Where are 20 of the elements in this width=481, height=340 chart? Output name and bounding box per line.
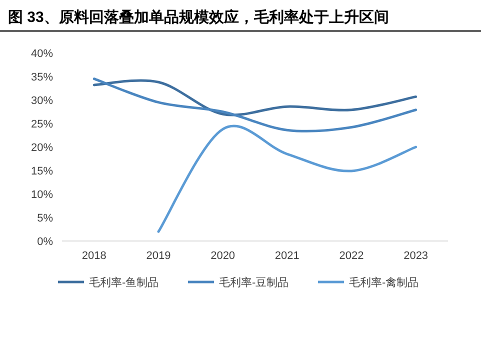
x-tick-label: 2019 (146, 250, 171, 262)
line-series (92, 78, 418, 132)
y-tick-label: 5% (37, 212, 54, 224)
chart-title: 图 33、原料回落叠加单品规模效应，毛利率处于上升区间 (8, 8, 389, 26)
y-tick-label: 10% (30, 189, 54, 201)
y-tick-label: 30% (30, 95, 54, 107)
x-tick-label: 2018 (82, 250, 106, 262)
y-tick-label: 15% (30, 166, 54, 178)
y-tick-label: 0% (37, 236, 54, 248)
y-tick-label: 20% (30, 142, 54, 154)
x-tick-label: 2023 (404, 250, 428, 262)
x-tick-label: 2021 (274, 250, 300, 262)
x-tick-label: 2020 (210, 250, 236, 262)
y-tick-label: 40% (30, 48, 54, 60)
legend-label: 毛利率-鱼制品 (89, 276, 159, 289)
legend-label: 毛利率-豆制品 (219, 276, 289, 289)
y-tick-label: 35% (30, 72, 54, 84)
y-tick-label: 25% (30, 118, 54, 130)
legend-label: 毛利率-禽制品 (349, 276, 419, 289)
x-tick-label: 2022 (339, 250, 364, 262)
